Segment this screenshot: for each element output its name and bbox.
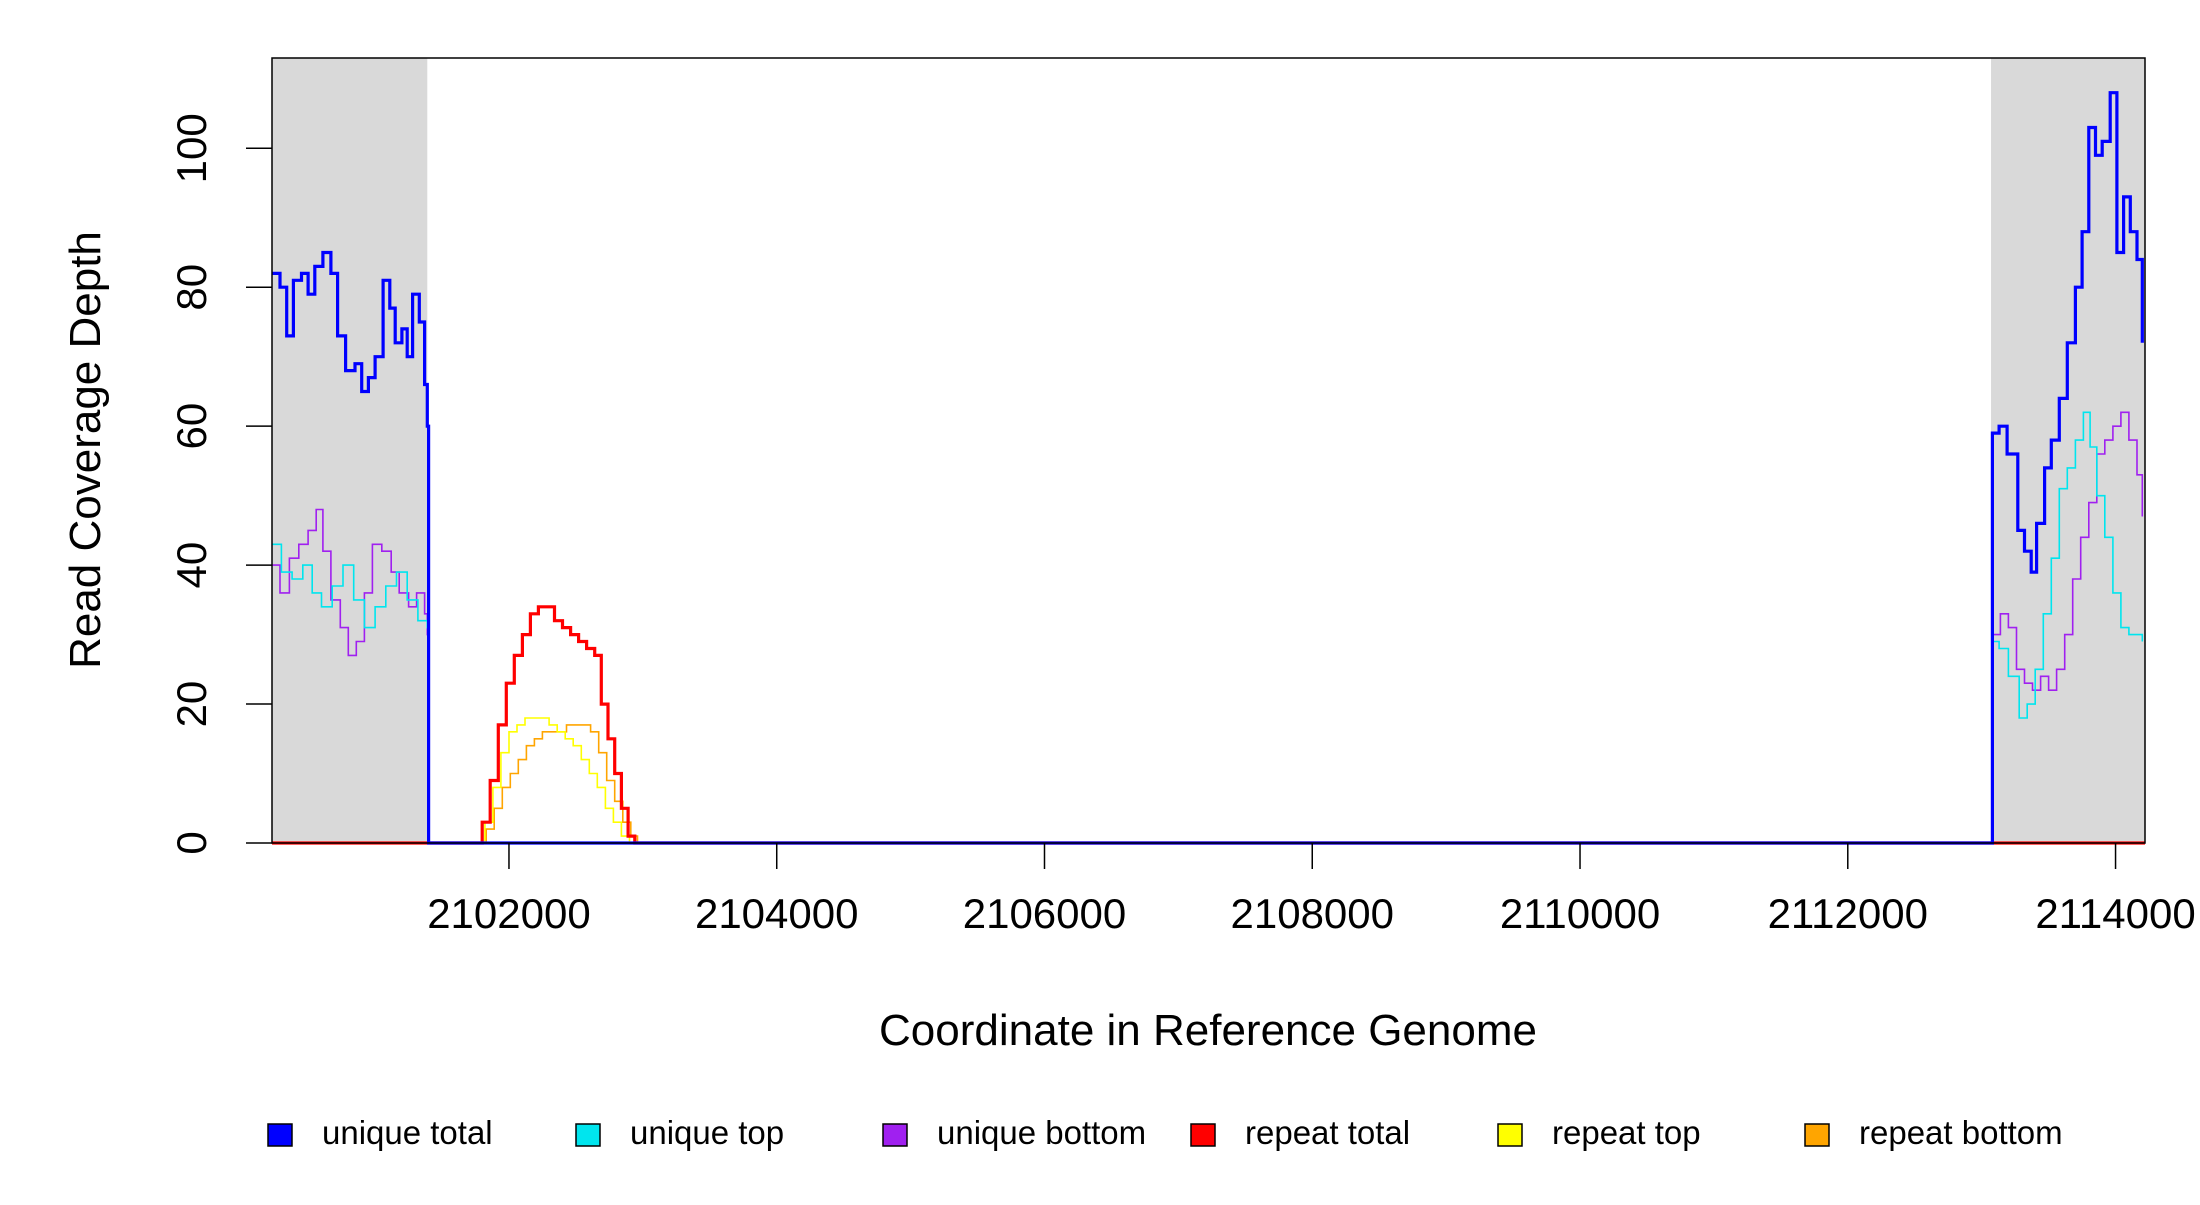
shaded-region-1 [1991,58,2145,843]
x-tick-label: 2110000 [1500,890,1660,937]
legend-label-unique-total: unique total [322,1114,493,1151]
y-tick-label: 40 [168,542,215,589]
legend-swatch-repeat-total [1190,1123,1216,1147]
series-line-unique-total [272,91,2144,845]
legend-label-repeat-top: repeat top [1552,1114,1701,1151]
y-axis-label: Read Coverage Depth [61,231,110,669]
shaded-region-0 [272,58,428,843]
series-line-repeat-top [272,717,2145,844]
y-axis: 0 20 40 60 80 100 [168,113,272,855]
legend-label-unique-bottom: unique bottom [937,1114,1146,1151]
series-lines [272,91,2145,845]
x-axis-label: Coordinate in Reference Genome [879,1006,1537,1055]
y-tick-label: 100 [168,113,215,183]
series-line-repeat-total [272,605,2145,845]
series-line-unique-top [272,411,2144,844]
series-line-unique-bottom [272,411,2144,844]
y-tick-label: 80 [168,264,215,311]
legend-label-repeat-total: repeat total [1245,1114,1410,1151]
legend: unique total unique top unique bottom repea… [267,1114,2063,1151]
x-axis: 2102000 2104000 2106000 2108000 2110000 21120… [427,843,2196,937]
y-tick-label: 60 [168,403,215,450]
shaded-regions [272,58,2145,843]
plot-frame [271,57,2146,844]
legend-swatch-unique-total [267,1123,293,1147]
x-tick-label: 2108000 [1231,890,1395,937]
y-tick-label: 0 [168,831,215,854]
x-tick-label: 2104000 [695,890,859,937]
y-tick-label: 20 [168,681,215,728]
x-tick-label: 2106000 [963,890,1127,937]
legend-swatch-repeat-bottom [1804,1123,1830,1147]
legend-swatch-repeat-top [1497,1123,1523,1147]
x-tick-label: 2112000 [1768,890,1928,937]
legend-label-unique-top: unique top [630,1114,784,1151]
legend-swatch-unique-top [575,1123,601,1147]
legend-label-repeat-bottom: repeat bottom [1859,1114,2063,1151]
legend-swatch-unique-bottom [882,1123,908,1147]
x-tick-label: 2114000 [2035,890,2195,937]
x-tick-label: 2102000 [427,890,591,937]
series-line-repeat-bottom [272,724,2145,844]
